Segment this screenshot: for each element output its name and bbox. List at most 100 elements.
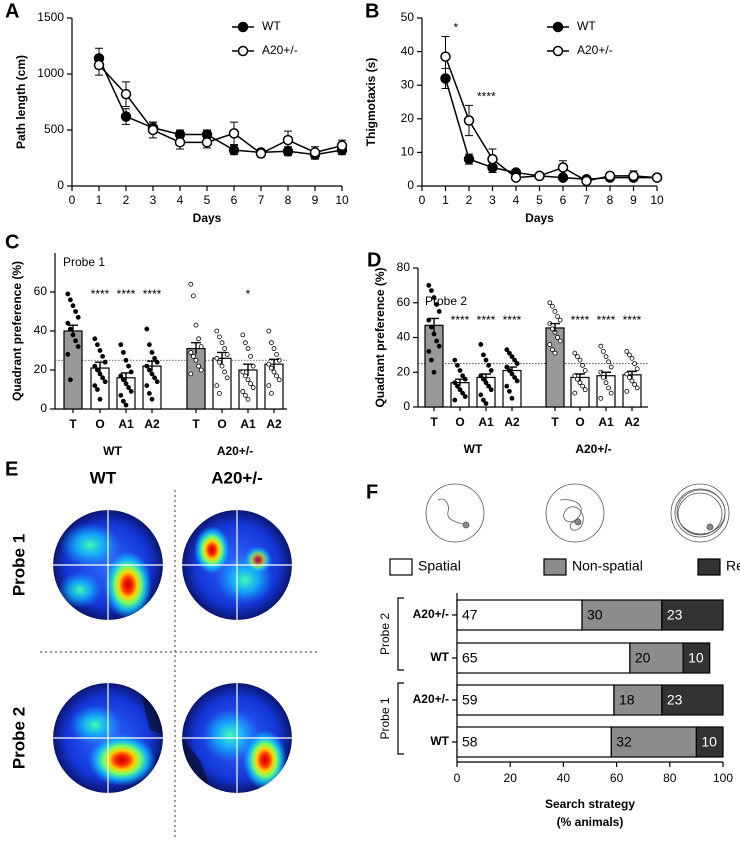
row-label: Probe 2 [9, 707, 28, 769]
point [193, 357, 199, 363]
point [624, 371, 630, 377]
x-tick-label: A1 [478, 415, 494, 429]
marker [581, 175, 592, 187]
y-tick-label: A20+/- [413, 692, 449, 706]
point [250, 385, 256, 390]
value-label: 20 [635, 650, 651, 666]
y-tick-label: 20 [397, 364, 411, 378]
y-tick-label: 60 [34, 284, 48, 298]
bar [63, 330, 83, 410]
point [121, 350, 126, 355]
point [557, 338, 563, 344]
group-label: Probe 2 [378, 613, 392, 655]
point [550, 347, 555, 353]
point [552, 309, 558, 314]
value-label: 32 [616, 734, 632, 750]
point [488, 368, 494, 373]
point [572, 373, 578, 379]
y-tick-label: 1000 [37, 66, 64, 80]
point [634, 385, 640, 391]
x-tick-label: A1 [118, 417, 134, 431]
x-tick-label: A2 [144, 417, 160, 431]
point [629, 355, 635, 361]
y-axis-label: Quadrant preference (%) [10, 261, 24, 401]
column-label: A20+/- [211, 468, 263, 487]
point [478, 373, 484, 379]
point [222, 369, 228, 375]
point [271, 346, 277, 351]
bracket [397, 682, 404, 755]
point [242, 373, 248, 379]
error-bar [481, 373, 491, 381]
group-label: WT [103, 444, 122, 458]
legend-label: Spatial [418, 558, 461, 574]
point [582, 368, 588, 373]
y-tick-label: 50 [401, 10, 415, 24]
point [248, 353, 254, 359]
legend-swatch [697, 558, 721, 576]
point [75, 314, 81, 320]
marker [282, 134, 294, 146]
y-tick-label: 0 [40, 401, 47, 415]
point [68, 377, 73, 383]
value-label: 58 [462, 734, 478, 750]
point [572, 350, 578, 356]
bar-segment [682, 642, 711, 674]
legend-label: A20+/- [262, 43, 298, 57]
x-tick-label: O [455, 415, 464, 429]
marker [120, 111, 132, 122]
y-tick-label: 30 [401, 77, 415, 91]
y-tick-label: 40 [401, 44, 415, 58]
point [598, 343, 604, 349]
panel-label: E [5, 458, 18, 480]
error-bar [243, 363, 253, 376]
point [97, 396, 103, 402]
point [266, 361, 272, 367]
point [250, 363, 256, 369]
point [68, 297, 73, 303]
marker [174, 137, 186, 148]
significance: * [454, 21, 459, 35]
y-tick-label: 0 [407, 178, 414, 192]
point [506, 350, 512, 356]
x-tick-label: 0 [419, 193, 426, 207]
significance: **** [597, 313, 616, 327]
point [216, 359, 222, 365]
point [428, 357, 434, 363]
point [240, 332, 246, 338]
error-bar [429, 317, 439, 333]
marker [228, 144, 240, 156]
point [240, 369, 246, 375]
x-axis-label: (% animals) [557, 815, 624, 829]
point [73, 309, 78, 314]
error-bar [95, 361, 105, 374]
legend-marker [237, 45, 249, 57]
x-tick-label: 5 [536, 193, 543, 207]
point [144, 326, 150, 332]
point [216, 390, 222, 396]
point [629, 378, 635, 384]
point [457, 387, 463, 393]
point [452, 357, 458, 363]
point [598, 395, 604, 401]
point [478, 342, 484, 347]
value-label: 18 [619, 692, 635, 708]
point [632, 382, 637, 387]
point [92, 336, 98, 342]
line [98, 64, 343, 155]
point [506, 388, 512, 394]
point [577, 357, 583, 363]
error-bar [601, 371, 611, 380]
point [504, 347, 510, 353]
value-label: 47 [462, 607, 478, 623]
point [428, 324, 434, 330]
bar-segment [661, 684, 724, 716]
x-tick-label: 4 [513, 193, 520, 207]
point [274, 351, 280, 357]
significance: **** [477, 90, 496, 104]
point [95, 387, 100, 392]
strategy-icon [425, 483, 730, 543]
line [98, 58, 343, 156]
x-tick-label: 0 [454, 771, 461, 785]
point [627, 352, 632, 358]
